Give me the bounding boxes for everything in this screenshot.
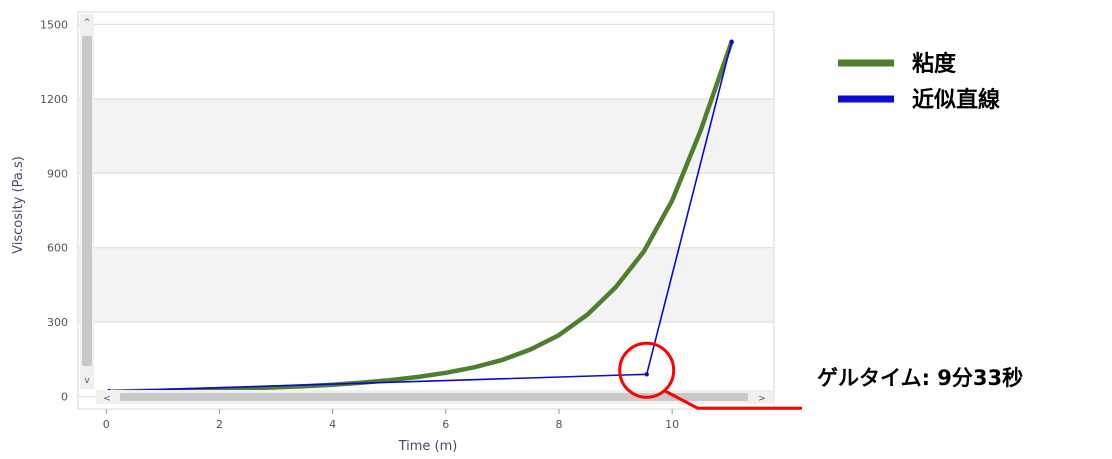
legend: 粘度 近似直線 (838, 51, 1000, 113)
approx-line-point (729, 39, 734, 44)
y-tick-label: 300 (47, 316, 68, 329)
y-tick-label: 0 (61, 391, 68, 404)
gel-point-highlight-circle (618, 341, 676, 399)
x-tick-labels: 0 2 4 6 8 10 (103, 409, 679, 431)
x-tick-label: 10 (665, 418, 679, 431)
y-tick-label: 1500 (40, 18, 68, 31)
vertical-scrollbar-thumb[interactable] (82, 36, 92, 366)
y-tick-label: 900 (47, 167, 68, 180)
x-tick-label: 2 (216, 418, 223, 431)
y-tick-label: 600 (47, 242, 68, 255)
vertical-scrollbar[interactable]: ^ v (80, 14, 94, 389)
background-band (79, 98, 773, 174)
y-axis-title: Viscosity (Pa.s) (11, 156, 26, 254)
y-tick-labels: 0 300 600 900 1200 1500 (40, 18, 68, 403)
gel-time-label: ゲルタイム: 9分33秒 (817, 366, 1023, 390)
x-tick-label: 4 (329, 418, 336, 431)
x-tick-label: 6 (442, 418, 449, 431)
scroll-up-arrow-icon[interactable]: ^ (83, 18, 91, 28)
legend-item-viscosity: 粘度 (838, 51, 957, 77)
legend-label-viscosity: 粘度 (912, 51, 957, 77)
y-tick-label: 1200 (40, 93, 68, 106)
x-tick-label: 0 (103, 418, 110, 431)
background-band (79, 247, 773, 323)
scroll-down-arrow-icon[interactable]: v (84, 376, 90, 386)
legend-label-approx-line: 近似直線 (912, 87, 1000, 113)
plot-area (77, 11, 775, 410)
scroll-right-arrow-icon[interactable]: > (758, 394, 766, 404)
horizontal-scrollbar-thumb[interactable] (120, 393, 748, 401)
plot-frame (77, 11, 775, 410)
gel-time-annotation: ゲルタイム: 9分33秒 (618, 341, 1023, 410)
approx-line-point (644, 372, 649, 377)
horizontal-scrollbar[interactable]: < > (96, 390, 774, 404)
x-tick-label: 8 (555, 418, 562, 431)
background-bands (79, 98, 773, 323)
gel-time-leader-line (662, 388, 802, 410)
scroll-left-arrow-icon[interactable]: < (103, 394, 111, 404)
x-axis-title: Time (m) (398, 439, 458, 454)
legend-item-approx-line: 近似直線 (838, 87, 1000, 113)
